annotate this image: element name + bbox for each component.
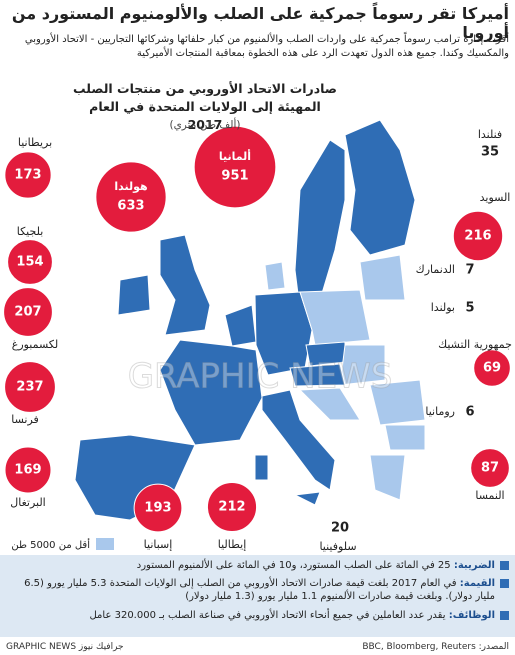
country-label: هولندا (114, 180, 147, 193)
note-label: القيمة: (459, 578, 495, 589)
note: القيمة: في العام 2017 بلغت قيمة صادرات ا… (14, 577, 509, 603)
bubble (193, 125, 277, 209)
value-label: 87 (481, 461, 499, 476)
bubble (95, 161, 167, 233)
credit: GRAPHIC NEWS جرافيك نيوز (6, 642, 124, 652)
country-label: النمسا (475, 489, 504, 502)
value-label: 169 (14, 463, 41, 478)
value-label: 154 (16, 255, 43, 270)
source: المصدر: BBC, Bloomberg, Reuters (362, 642, 509, 652)
country-label: بولندا (431, 301, 455, 314)
chart-title: صادرات الاتحاد الأوروبي من منتجات الصلب … (73, 81, 337, 132)
bubble (3, 287, 53, 337)
country-label: جمهورية التشيك (438, 338, 512, 351)
bubble (206, 481, 258, 533)
note-text: في العام 2017 بلغت قيمة صادرات الاتحاد ا… (24, 578, 495, 602)
value-label: 212 (218, 500, 245, 515)
value-label: 216 (464, 229, 491, 244)
value-label: 6 (465, 405, 474, 420)
bubble (452, 210, 504, 262)
notes: الضريبة: 25 في المائة على الصلب المستورد… (0, 555, 515, 637)
value-label: 237 (16, 380, 43, 395)
country-label: البرتغال (10, 496, 46, 509)
watermark: GRAPHIC NEWS (128, 357, 393, 397)
country-label: إيطاليا (218, 538, 247, 551)
country-label: لكسمبورغ (12, 338, 58, 351)
legend-label: أقل من 5000 طن (11, 538, 90, 551)
value-label: 20 (331, 521, 349, 536)
country-label: إسبانيا (144, 538, 173, 551)
country-label: بلجيكا (17, 225, 44, 238)
note: الضريبة: 25 في المائة على الصلب المستورد… (14, 559, 509, 572)
bubble (470, 448, 510, 488)
country-label: بريطانيا (18, 136, 52, 149)
intro: أقرت إدارة ترامب رسوماً جمركية على واردا… (24, 34, 509, 59)
value-label: 35 (481, 145, 499, 160)
value-label: 193 (144, 501, 171, 516)
country-label: رومانيا (425, 405, 455, 418)
country-label: الدنمارك (416, 263, 455, 276)
europe-map (74, 119, 426, 521)
value-label: 633 (117, 199, 144, 214)
bubble (4, 151, 52, 199)
value-label: 207 (14, 305, 41, 320)
value-label: 7 (465, 263, 474, 278)
value-label: 951 (221, 169, 248, 184)
bubble (473, 349, 511, 387)
bubble (133, 483, 183, 533)
bubble (7, 239, 53, 285)
country-label: فنلندا (478, 128, 502, 141)
note-label: الوظائف: (448, 610, 495, 621)
value-label: 69 (483, 361, 501, 376)
bubble (4, 446, 52, 494)
note-label: الضريبة: (453, 560, 495, 571)
legend-swatch (96, 538, 114, 550)
bubble (4, 361, 56, 413)
note: الوظائف: يقدر عدد العاملين في جميع أنحاء… (14, 609, 509, 622)
title: أميركا تقر رسوماً جمركية على الصلب والأل… (11, 4, 509, 42)
value-label: 5 (465, 301, 474, 316)
value-label: 173 (14, 168, 41, 183)
country-label: فرنسا (11, 413, 39, 426)
country-label: سلوفينيا (319, 540, 356, 553)
unit: (ألف طن متري) (169, 119, 241, 131)
note-text: 25 في المائة على الصلب المستورد، و10 في … (136, 560, 451, 571)
note-text: يقدر عدد العاملين في جميع أنحاء الاتحاد … (89, 610, 446, 621)
country-label: السويد (480, 191, 511, 204)
country-label: ألمانيا (219, 149, 251, 163)
